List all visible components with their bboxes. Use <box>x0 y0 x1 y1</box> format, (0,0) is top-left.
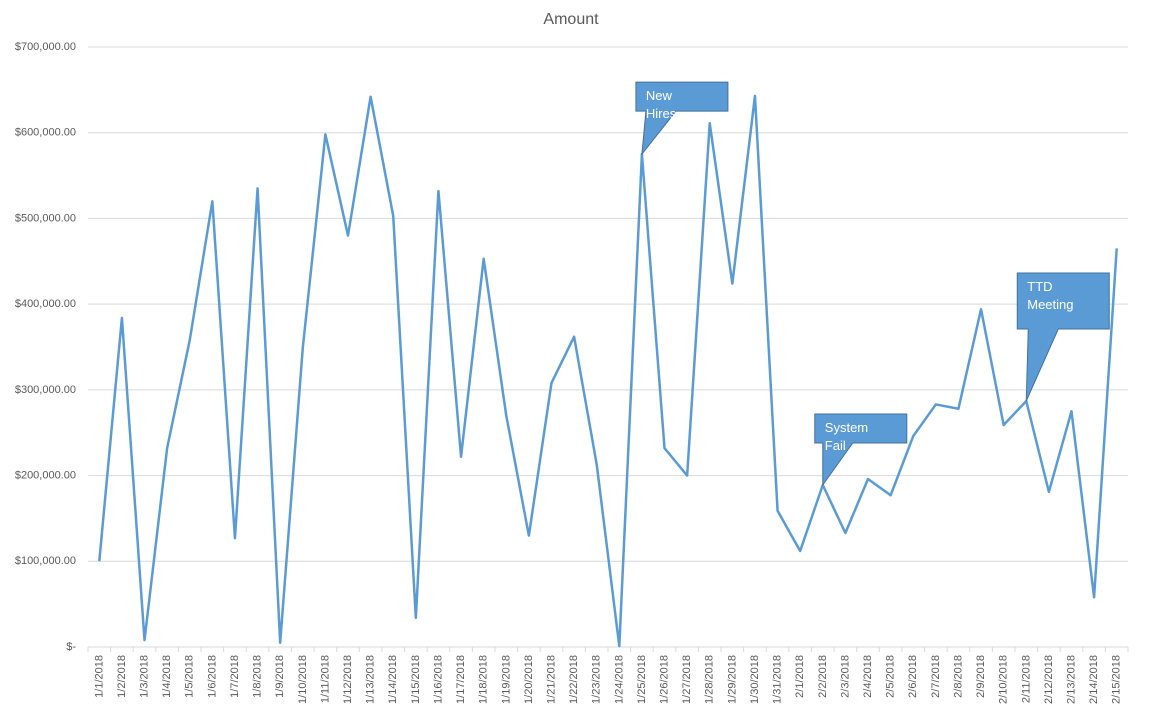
callout-text: System Fail <box>824 420 869 453</box>
x-tick-label: 1/13/2018 <box>365 655 377 704</box>
y-tick-label: $- <box>66 641 76 653</box>
x-tick-label: 1/16/2018 <box>432 655 444 704</box>
x-tick-label: 2/2/2018 <box>817 655 829 698</box>
callout-text: New Hires <box>645 88 677 122</box>
x-tick-label: 1/2/2018 <box>116 655 128 698</box>
x-tick-label: 1/7/2018 <box>229 655 241 698</box>
x-tick-label: 2/4/2018 <box>862 655 874 698</box>
x-tick-label: 1/18/2018 <box>478 655 490 704</box>
x-tick-label: 1/27/2018 <box>681 655 693 704</box>
x-tick-label: 1/9/2018 <box>274 655 286 698</box>
x-tick-label: 1/22/2018 <box>568 655 580 704</box>
x-tick-label: 1/3/2018 <box>139 655 151 698</box>
x-tick-label: 1/1/2018 <box>93 655 105 698</box>
x-tick-label: 1/29/2018 <box>726 655 738 704</box>
y-tick-label: $500,000.00 <box>15 212 76 224</box>
x-tick-label: 1/5/2018 <box>184 655 196 698</box>
x-tick-label: 2/8/2018 <box>952 655 964 698</box>
data-line <box>98 94 1118 648</box>
x-tick-label: 1/23/2018 <box>591 655 603 704</box>
x-tick-label: 2/15/2018 <box>1111 655 1123 704</box>
x-tick-label: 1/20/2018 <box>523 655 535 704</box>
x-tick-label: 1/11/2018 <box>319 655 331 703</box>
x-tick-label: 2/14/2018 <box>1088 655 1100 704</box>
x-tick-label: 1/19/2018 <box>500 655 512 704</box>
x-tick-label: 1/21/2018 <box>545 655 557 704</box>
x-tick-label: 1/8/2018 <box>252 655 264 698</box>
x-tick-label: 1/24/2018 <box>613 655 625 704</box>
x-tick-label: 1/26/2018 <box>659 655 671 704</box>
x-tick-label: 1/25/2018 <box>636 655 648 704</box>
callout-box <box>635 81 729 156</box>
x-tick-label: 2/6/2018 <box>907 655 919 698</box>
x-tick-label: 2/5/2018 <box>885 655 897 698</box>
x-tick-label: 2/11/2018 <box>1020 655 1032 703</box>
x-tick-label: 2/3/2018 <box>839 655 851 698</box>
y-tick-label: $100,000.00 <box>15 555 76 567</box>
y-tick-label: $400,000.00 <box>15 298 76 310</box>
x-tick-label: 1/6/2018 <box>206 655 218 698</box>
y-tick-label: $700,000.00 <box>15 41 76 53</box>
x-tick-label: 2/9/2018 <box>975 655 987 698</box>
x-tick-label: 2/13/2018 <box>1065 655 1077 704</box>
callout-text: TTD Meeting <box>1027 279 1074 312</box>
x-tick-label: 1/14/2018 <box>387 655 399 704</box>
x-tick-label: 1/28/2018 <box>704 655 716 704</box>
callout-box <box>814 413 908 487</box>
y-tick-label: $600,000.00 <box>15 127 76 139</box>
x-tick-label: 2/12/2018 <box>1043 655 1055 704</box>
x-tick-label: 1/15/2018 <box>410 655 422 704</box>
callout-box <box>1016 272 1110 402</box>
x-tick-label: 2/7/2018 <box>930 655 942 698</box>
x-tick-label: 1/4/2018 <box>161 655 173 698</box>
x-tick-label: 1/30/2018 <box>749 655 761 704</box>
y-tick-label: $200,000.00 <box>15 469 76 481</box>
x-tick-label: 1/12/2018 <box>342 655 354 704</box>
x-tick-label: 1/17/2018 <box>455 655 467 704</box>
x-tick-label: 2/10/2018 <box>998 655 1010 704</box>
x-tick-label: 1/31/2018 <box>772 655 784 704</box>
x-tick-label: 2/1/2018 <box>794 655 806 698</box>
chart-title: Amount <box>543 11 599 28</box>
x-tick-label: 1/10/2018 <box>297 655 309 704</box>
y-tick-label: $300,000.00 <box>15 384 76 396</box>
